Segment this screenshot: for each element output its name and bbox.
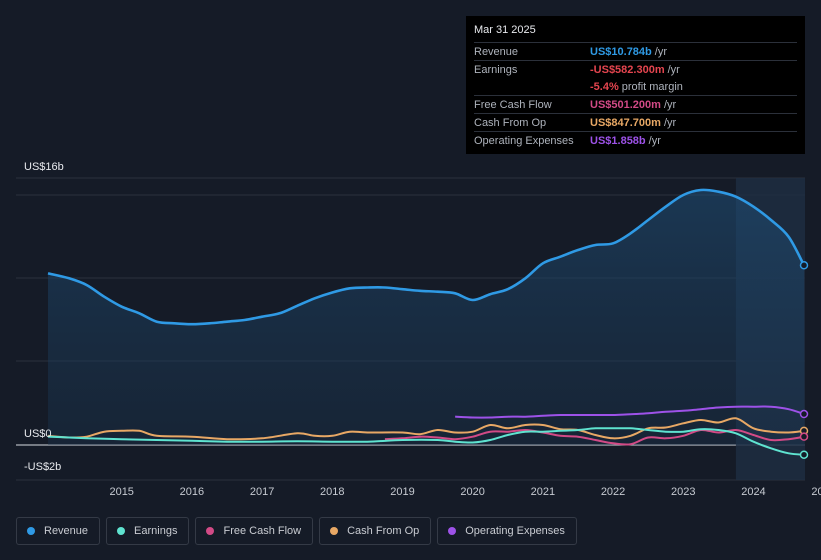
x-tick-label: 2023 (671, 486, 695, 498)
tooltip-row-free-cash-flow: Free Cash Flow US$501.200m/yr (474, 95, 797, 113)
endpoint-marker-revenue (799, 261, 809, 270)
legend-label: Operating Expenses (465, 525, 565, 537)
tooltip-row-unit: /yr (663, 116, 677, 129)
endpoint-marker-earnings (799, 450, 809, 459)
tooltip-row-cash-from-op: Cash From Op US$847.700m/yr (474, 113, 797, 131)
tooltip-row-value: -US$582.300m (590, 63, 665, 76)
tooltip-row-earnings: Earnings -US$582.300m/yr (474, 60, 797, 78)
x-tick-label: 2018 (320, 486, 344, 498)
x-tick-label: 2024 (741, 486, 765, 498)
legend-dot-icon (330, 527, 339, 535)
tooltip-row-value: US$1.858b (590, 134, 646, 147)
data-tooltip: Mar 31 2025 Revenue US$10.784b/yr Earnings… (466, 16, 805, 154)
tooltip-row-label: Operating Expenses (474, 134, 574, 147)
y-tick-label: US$16b (24, 161, 64, 173)
tooltip-row-unit: /yr (667, 63, 680, 76)
tooltip-row-operating-expenses: Operating Expenses US$1.858b/yr (474, 131, 797, 149)
x-tick-label: 2017 (250, 486, 274, 498)
tooltip-row-label: Cash From Op (474, 116, 547, 129)
tooltip-row-value: US$10.784b (590, 45, 652, 58)
legend-label: Earnings (134, 525, 178, 537)
series-line-earnings (47, 427, 805, 456)
x-tick-label: 2020 (460, 486, 484, 498)
tooltip-row-label: Earnings (474, 63, 518, 76)
series-line-free-cash-flow (384, 428, 805, 446)
tooltip-row-profit-margin: -5.4% profit margin (474, 78, 797, 95)
tooltip-row-unit: /yr (654, 45, 667, 58)
tooltip-row-unit: /yr (663, 98, 677, 111)
tooltip-row-label: Free Cash Flow (474, 98, 552, 111)
legend-dot-icon (27, 527, 35, 535)
tooltip-row-value: US$501.200m (590, 98, 661, 111)
x-tick-label: 2019 (390, 486, 414, 498)
series-layer (47, 188, 809, 459)
series-line-revenue (47, 188, 806, 326)
tooltip-date: Mar 31 2025 (474, 24, 536, 36)
legend-item-cash-from-op[interactable]: Cash From Op (319, 517, 432, 545)
tooltip-row-unit: /yr (648, 134, 661, 147)
legend-label: Revenue (44, 525, 89, 537)
legend-item-earnings[interactable]: Earnings (106, 517, 190, 545)
x-tick-label: 2021 (531, 486, 555, 498)
endpoint-marker-free-cash-flow (799, 432, 809, 441)
tooltip-row-revenue: Revenue US$10.784b/yr (474, 42, 797, 60)
tooltip-row-label: Revenue (474, 45, 519, 58)
y-tick-label: -US$2b (24, 461, 61, 473)
axis-layer: US$16b US$0 -US$2b 2015 2016 2017 2018 2019 2020… (24, 161, 821, 498)
series-area-revenue (48, 189, 804, 445)
tooltip-row-unit: profit margin (621, 80, 683, 93)
x-tick-label: 2015 (109, 486, 133, 498)
endpoint-marker-operating-expenses (799, 409, 809, 419)
legend-label: Cash From Op (347, 525, 420, 537)
tooltip-row-value: -5.4% (590, 80, 619, 93)
legend: Revenue Earnings Free Cash Flow Cash From O… (16, 517, 577, 545)
legend-item-free-cash-flow[interactable]: Free Cash Flow (195, 517, 314, 545)
legend-dot-icon (117, 527, 126, 535)
legend-item-revenue[interactable]: Revenue (16, 517, 101, 545)
x-tick-label: 2022 (601, 486, 625, 498)
tooltip-row-value: US$847.700m (590, 116, 661, 129)
legend-dot-icon (448, 527, 457, 535)
legend-dot-icon (206, 527, 215, 535)
legend-label: Free Cash Flow (223, 525, 302, 537)
legend-item-operating-expenses[interactable]: Operating Expenses (437, 517, 577, 545)
y-tick-label: US$0 (24, 428, 52, 440)
series-line-operating-expenses (455, 405, 805, 419)
series-line-cash-from-op (47, 417, 805, 441)
x-tick-label: 2025 (811, 486, 821, 498)
x-tick-label: 2016 (180, 486, 204, 498)
